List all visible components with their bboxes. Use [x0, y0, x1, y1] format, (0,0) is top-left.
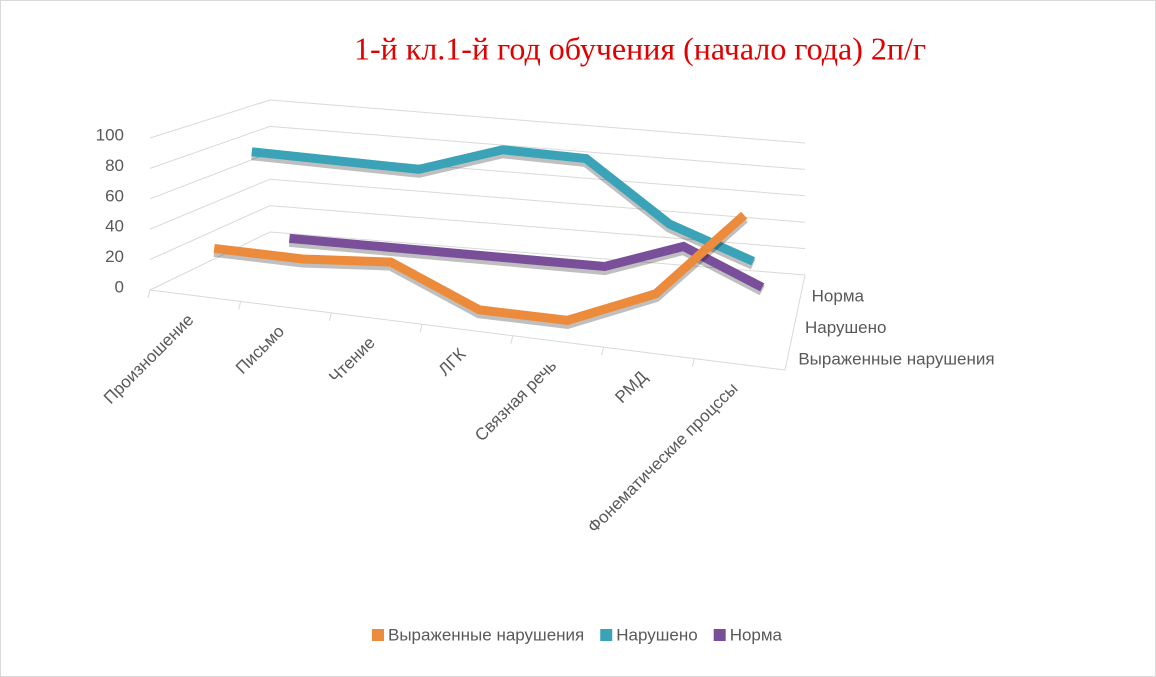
z-tick-label: Выраженные нарушения — [798, 350, 994, 369]
x-tick — [419, 324, 423, 333]
grid-line — [149, 178, 806, 230]
y-tick-label: 60 — [105, 186, 124, 205]
legend-label: Норма — [730, 625, 783, 644]
z-tick-label: Норма — [812, 286, 865, 305]
grid-line — [149, 205, 806, 261]
y-tick-label: 0 — [115, 277, 124, 296]
x-tick — [328, 312, 332, 321]
x-tick — [147, 289, 151, 299]
series-line — [213, 211, 748, 325]
y-tick-label: 100 — [96, 125, 124, 144]
x-axis — [149, 274, 806, 371]
y-tick-label: 80 — [105, 156, 124, 175]
y-tick-label: 40 — [105, 217, 124, 236]
legend-swatch — [600, 629, 613, 641]
y-tick-label: 20 — [105, 247, 124, 266]
legend: Выраженные нарушения Нарушено Норма — [371, 625, 783, 644]
x-tick — [601, 347, 605, 356]
x-tick — [691, 358, 695, 367]
series-line — [251, 145, 756, 266]
x-tick — [238, 301, 242, 310]
grid-line — [149, 125, 806, 170]
legend-swatch — [371, 629, 384, 641]
series-line — [289, 233, 765, 292]
grid-line — [149, 99, 806, 144]
chart-title: 1-й кл.1-й год обучения (начало года) 2п… — [354, 30, 926, 66]
x-tick — [510, 335, 514, 344]
z-tick-label: Нарушено — [805, 318, 886, 337]
legend-label: Нарушено — [616, 625, 697, 644]
legend-swatch — [713, 629, 726, 641]
legend-label: Выраженные нарушения — [388, 625, 584, 644]
